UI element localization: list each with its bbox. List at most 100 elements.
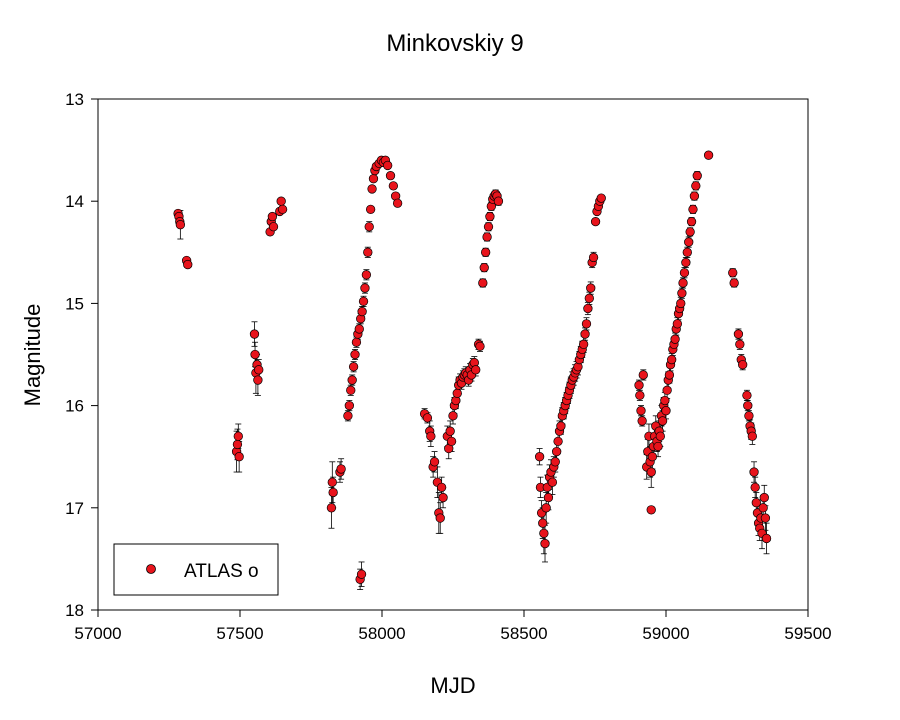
data-point <box>552 446 562 457</box>
data-point <box>586 283 596 293</box>
data-point <box>743 400 753 411</box>
data-point <box>653 441 663 452</box>
data-point <box>348 362 359 372</box>
data-point <box>493 196 504 206</box>
data-point <box>232 439 243 450</box>
data-point <box>365 204 376 215</box>
legend-box <box>113 543 279 596</box>
data-point <box>685 227 695 237</box>
data-point <box>679 268 690 278</box>
data-point <box>750 482 760 493</box>
data-point <box>448 411 458 421</box>
y-tick-label: 16 <box>65 397 84 416</box>
data-point <box>635 390 645 401</box>
data-point <box>636 406 646 416</box>
x-axis-label: MJD <box>430 673 475 698</box>
data-point <box>481 247 491 257</box>
data-point <box>677 288 687 298</box>
data-point <box>553 436 563 447</box>
data-point <box>729 278 739 288</box>
data-point <box>637 416 647 426</box>
data-point <box>588 252 599 263</box>
data-point <box>356 569 367 579</box>
data-point <box>578 339 589 349</box>
data-point <box>667 354 677 365</box>
data-point <box>655 431 665 441</box>
data-point <box>742 390 752 401</box>
data-point <box>758 503 768 513</box>
data-point <box>692 170 702 181</box>
data-point <box>383 160 393 171</box>
data-point <box>436 482 447 493</box>
data-point <box>703 150 714 160</box>
data-point <box>358 296 369 307</box>
data-point <box>175 220 186 230</box>
data-point <box>183 259 193 270</box>
data-point <box>634 380 644 390</box>
data-point <box>385 170 396 181</box>
legend-label: ATLAS o <box>184 561 259 582</box>
data-point <box>471 365 481 375</box>
data-point <box>344 400 354 411</box>
data-point <box>540 538 550 549</box>
data-point <box>347 375 357 385</box>
data-point <box>388 181 399 191</box>
data-point <box>735 339 745 349</box>
data-point <box>336 464 346 474</box>
data-point <box>584 293 594 303</box>
data-point <box>253 375 263 385</box>
data-point <box>346 385 356 395</box>
data-point <box>429 457 440 467</box>
data-point <box>268 222 279 232</box>
data-point <box>422 413 433 423</box>
data-point <box>759 492 769 503</box>
data-point <box>581 319 592 329</box>
data-point <box>277 204 288 215</box>
data-point <box>354 324 364 334</box>
x-tick-label: 57500 <box>216 624 263 643</box>
y-axis-ticks: 13 14 15 16 17 18 <box>65 90 98 620</box>
data-point <box>435 513 445 523</box>
data-point <box>350 349 360 360</box>
data-point <box>234 452 244 462</box>
data-point <box>664 370 675 380</box>
data-point <box>686 216 697 227</box>
data-point <box>672 319 683 329</box>
y-tick-label: 15 <box>65 294 84 313</box>
data-point <box>326 503 337 513</box>
data-point <box>478 278 488 288</box>
data-point <box>583 303 593 314</box>
x-tick-label: 58000 <box>358 624 405 643</box>
data-point <box>647 452 658 462</box>
data-point <box>479 262 489 273</box>
data-point <box>657 416 668 426</box>
data-point <box>267 211 278 222</box>
data-point <box>445 426 455 436</box>
data-point <box>343 411 353 421</box>
data-point <box>364 222 374 232</box>
data-point <box>660 395 670 406</box>
data-point <box>590 216 601 227</box>
data-point <box>483 222 494 232</box>
data-points <box>173 150 772 584</box>
data-point <box>538 518 548 528</box>
data-point <box>351 337 362 347</box>
data-point <box>475 341 485 351</box>
data-point <box>661 406 671 416</box>
data-point <box>249 329 260 339</box>
plot-frame <box>97 98 809 611</box>
data-point <box>681 257 691 268</box>
data-point <box>327 477 337 487</box>
data-point <box>367 184 377 194</box>
x-axis-ticks: 57000 57500 58000 58500 59000 59500 <box>74 610 832 643</box>
data-point <box>646 505 656 515</box>
data-point <box>254 365 264 375</box>
plot-axes <box>97 98 809 611</box>
y-axis-label: Magnitude <box>20 304 45 407</box>
data-point <box>638 370 648 380</box>
x-tick-label: 57000 <box>74 624 121 643</box>
data-point <box>556 421 566 431</box>
chart-title: Minkovskiy 9 <box>386 30 523 57</box>
data-point <box>580 329 590 339</box>
